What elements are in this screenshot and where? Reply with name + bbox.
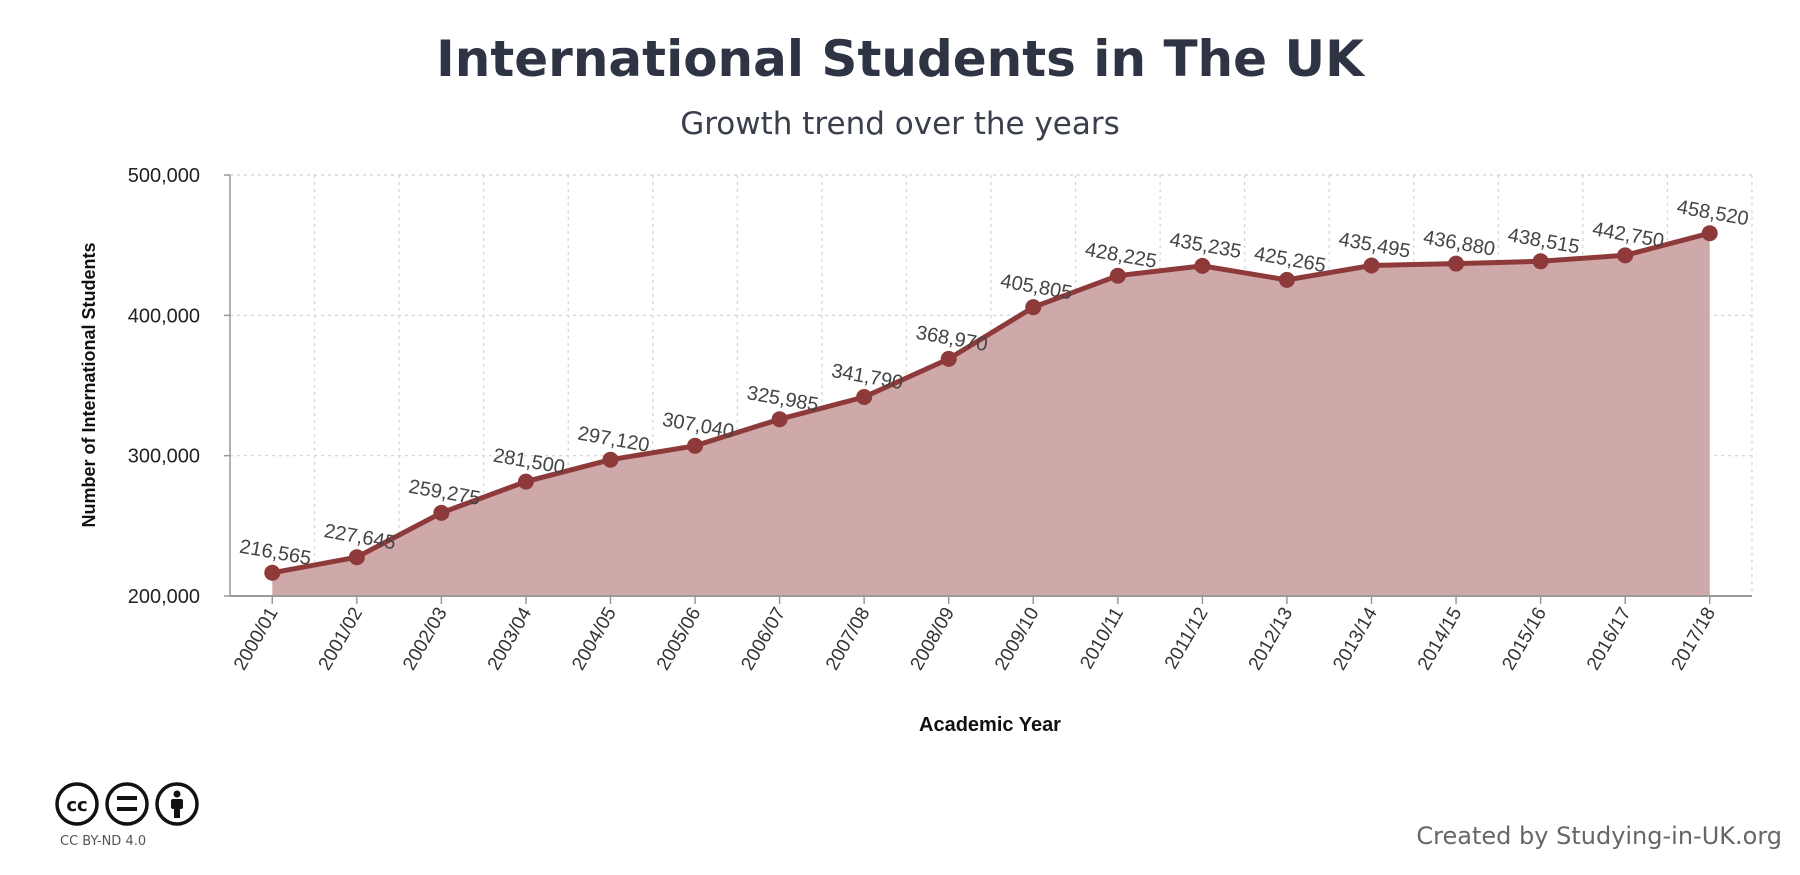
- data-point: [1532, 253, 1549, 270]
- y-tick-label: 200,000: [128, 586, 200, 608]
- chart-axes: [229, 175, 1752, 597]
- data-label: 436,880: [1422, 227, 1497, 261]
- x-tick-label: 2011/12: [1161, 604, 1213, 673]
- data-label: 281,500: [491, 445, 566, 479]
- data-label: 405,805: [999, 270, 1074, 304]
- data-point: [1617, 247, 1634, 264]
- x-tick-label: 2012/13: [1245, 604, 1298, 674]
- series-line: [271, 230, 1711, 576]
- x-tick-label: 2014/15: [1414, 604, 1467, 674]
- attribution-icon: [155, 782, 199, 826]
- y-tick-label: 400,000: [128, 305, 200, 327]
- data-label: 435,495: [1337, 229, 1412, 263]
- data-point: [433, 504, 450, 521]
- data-point: [517, 473, 534, 490]
- data-label: 216,565: [238, 536, 313, 570]
- y-tick-label: 500,000: [128, 165, 200, 187]
- data-point: [1701, 225, 1718, 242]
- data-label: 259,275: [407, 476, 482, 510]
- data-label: 438,515: [1506, 224, 1581, 258]
- x-tick-label: 2017/18: [1668, 604, 1721, 674]
- x-axis-label: Academic Year: [919, 714, 1061, 736]
- data-point: [940, 350, 957, 367]
- data-label: 297,120: [576, 423, 651, 457]
- data-point: [1025, 299, 1042, 316]
- license-label: CC BY-ND 4.0: [60, 834, 147, 849]
- x-tick-label: 2013/14: [1329, 604, 1382, 674]
- x-tick-label: 2005/06: [653, 604, 706, 674]
- data-label: 458,520: [1675, 196, 1750, 230]
- data-point: [264, 564, 281, 581]
- y-axis-label: Number of International Students: [79, 242, 99, 527]
- x-tick-labels: 2000/01 2001/02 2002/03 2003/04 2004/05 2005/…: [230, 596, 1720, 674]
- data-point: [1278, 271, 1295, 288]
- x-tick-label: 2007/08: [822, 604, 875, 674]
- x-tick-label: 2010/11: [1076, 604, 1128, 673]
- svg-text:cc: cc: [66, 795, 87, 816]
- data-label: 428,225: [1083, 239, 1158, 273]
- area-fill: [272, 233, 1710, 596]
- data-label: 368,970: [914, 322, 989, 356]
- cc-license-badge: cc: [54, 780, 204, 835]
- data-label: 227,645: [322, 520, 397, 554]
- x-tick-label: 2004/05: [568, 604, 621, 674]
- y-tick-labels: 200,000 300,000 400,000 500,000: [128, 165, 230, 608]
- data-label: 425,265: [1252, 243, 1327, 277]
- x-tick-label: 2008/09: [907, 604, 960, 674]
- x-tick-label: 2015/16: [1498, 604, 1551, 674]
- x-tick-label: 2009/10: [991, 604, 1044, 674]
- cc-icon: cc: [55, 782, 99, 826]
- data-point: [1109, 267, 1126, 284]
- x-tick-label: 2003/04: [484, 604, 537, 674]
- x-tick-label: 2001/02: [315, 604, 368, 674]
- data-point: [348, 549, 365, 566]
- line-area-chart: 216,565 227,645 259,275 281,500 297,120 307,0…: [79, 165, 1753, 736]
- x-tick-label: 2002/03: [399, 604, 452, 674]
- data-label: 341,790: [830, 360, 905, 394]
- data-point: [1363, 257, 1380, 274]
- y-tick-label: 300,000: [128, 446, 200, 468]
- no-derivatives-icon: [105, 782, 149, 826]
- chart-title: International Students in The UK: [436, 30, 1364, 88]
- data-point: [1448, 255, 1465, 272]
- data-point: [687, 437, 704, 454]
- credit-text: Created by Studying-in-UK.org: [1416, 822, 1782, 850]
- x-tick-label: 2000/01: [230, 604, 283, 674]
- data-point: [1194, 257, 1211, 274]
- chart-subtitle: Growth trend over the years: [680, 106, 1120, 142]
- data-point: [602, 451, 619, 468]
- data-label: 442,750: [1591, 218, 1666, 252]
- x-tick-label: 2006/07: [737, 604, 790, 674]
- data-label: 325,985: [745, 382, 820, 416]
- x-tick-label: 2016/17: [1583, 604, 1636, 674]
- data-point: [771, 411, 788, 428]
- data-point: [856, 389, 873, 406]
- data-label: 307,040: [661, 409, 736, 443]
- data-label: 435,235: [1168, 229, 1243, 263]
- data-points: [264, 225, 1718, 581]
